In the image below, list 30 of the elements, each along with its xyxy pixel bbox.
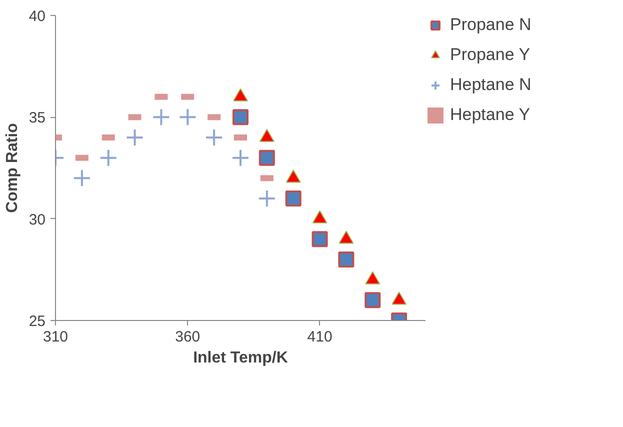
point xyxy=(126,128,144,146)
y-tick-label: 40 xyxy=(28,8,46,25)
point xyxy=(285,190,302,206)
point xyxy=(312,231,328,248)
legend-label: Propane N xyxy=(450,15,532,35)
point xyxy=(338,230,354,244)
y-tick-label: 25 xyxy=(28,313,46,330)
point xyxy=(232,109,248,126)
point xyxy=(338,252,354,268)
legend-label: Heptane N xyxy=(450,75,532,95)
point xyxy=(392,292,407,305)
y-tick-label: 35 xyxy=(28,110,46,127)
y-tick-label: 30 xyxy=(28,211,46,228)
point xyxy=(178,108,197,126)
y-axis-title: Comp Ratio xyxy=(4,122,21,213)
point xyxy=(365,271,380,284)
point xyxy=(152,108,170,126)
point xyxy=(258,190,276,208)
legend-label: Heptane Y xyxy=(450,105,530,125)
point xyxy=(72,169,91,188)
point xyxy=(232,148,250,167)
point xyxy=(205,128,224,146)
point xyxy=(364,292,381,308)
point xyxy=(258,150,275,166)
x-axis-title: Inlet Temp/K xyxy=(193,350,288,366)
x-tick-label: 410 xyxy=(307,328,332,346)
x-tick-label: 310 xyxy=(42,328,68,346)
x-tick-label: 360 xyxy=(175,328,200,346)
point xyxy=(99,148,118,167)
legend-label: Propane Y xyxy=(450,45,530,65)
